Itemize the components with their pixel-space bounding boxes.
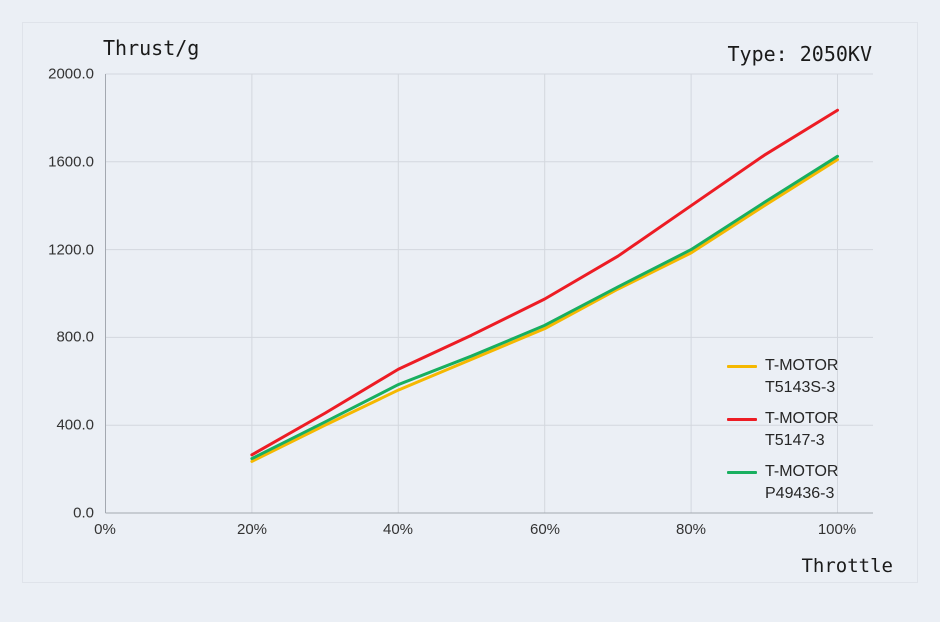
legend-item-p49436-3: T-MOTOR P49436-3 xyxy=(727,461,838,505)
x-tick-60: 60% xyxy=(529,521,561,538)
chart-container xyxy=(22,22,918,583)
series-line-t-motor-t5147-3 xyxy=(250,108,839,457)
x-tick-100: 100% xyxy=(817,521,857,538)
legend-label: T-MOTOR T5147-3 xyxy=(765,410,839,449)
chart-title: Thrust/g xyxy=(103,36,200,60)
series-line-t-motor-p49436-3 xyxy=(250,154,839,461)
legend-item-t5147-3: T-MOTOR T5147-3 xyxy=(727,408,838,452)
legend-line-swatch-red xyxy=(727,418,757,421)
legend-label: T-MOTOR P49436-3 xyxy=(765,463,839,502)
y-tick-1200: 1200.0 xyxy=(48,241,94,259)
y-tick-400: 400.0 xyxy=(56,416,94,434)
x-tick-20: 20% xyxy=(236,521,268,538)
legend-item-t5143s-3: T-MOTOR T5143S-3 xyxy=(727,355,838,399)
y-tick-1600: 1600.0 xyxy=(48,153,94,171)
y-tick-800: 800.0 xyxy=(56,328,94,346)
x-tick-80: 80% xyxy=(675,521,707,538)
series-line-t-motor-t5143s-3 xyxy=(250,158,839,463)
y-tick-2000: 2000.0 xyxy=(48,65,94,83)
x-axis-title: Throttle xyxy=(801,555,893,577)
legend: T-MOTOR T5143S-3 T-MOTOR T5147-3 T-MOTOR P4… xyxy=(727,355,838,514)
y-tick-0: 0.0 xyxy=(73,504,94,522)
x-tick-40: 40% xyxy=(382,521,414,538)
motor-type-label: Type: 2050KV xyxy=(727,42,873,66)
legend-line-swatch-green xyxy=(727,471,757,474)
x-tick-0: 0% xyxy=(94,521,116,538)
legend-line-swatch-yellow xyxy=(727,365,757,368)
legend-label: T-MOTOR T5143S-3 xyxy=(765,357,839,396)
